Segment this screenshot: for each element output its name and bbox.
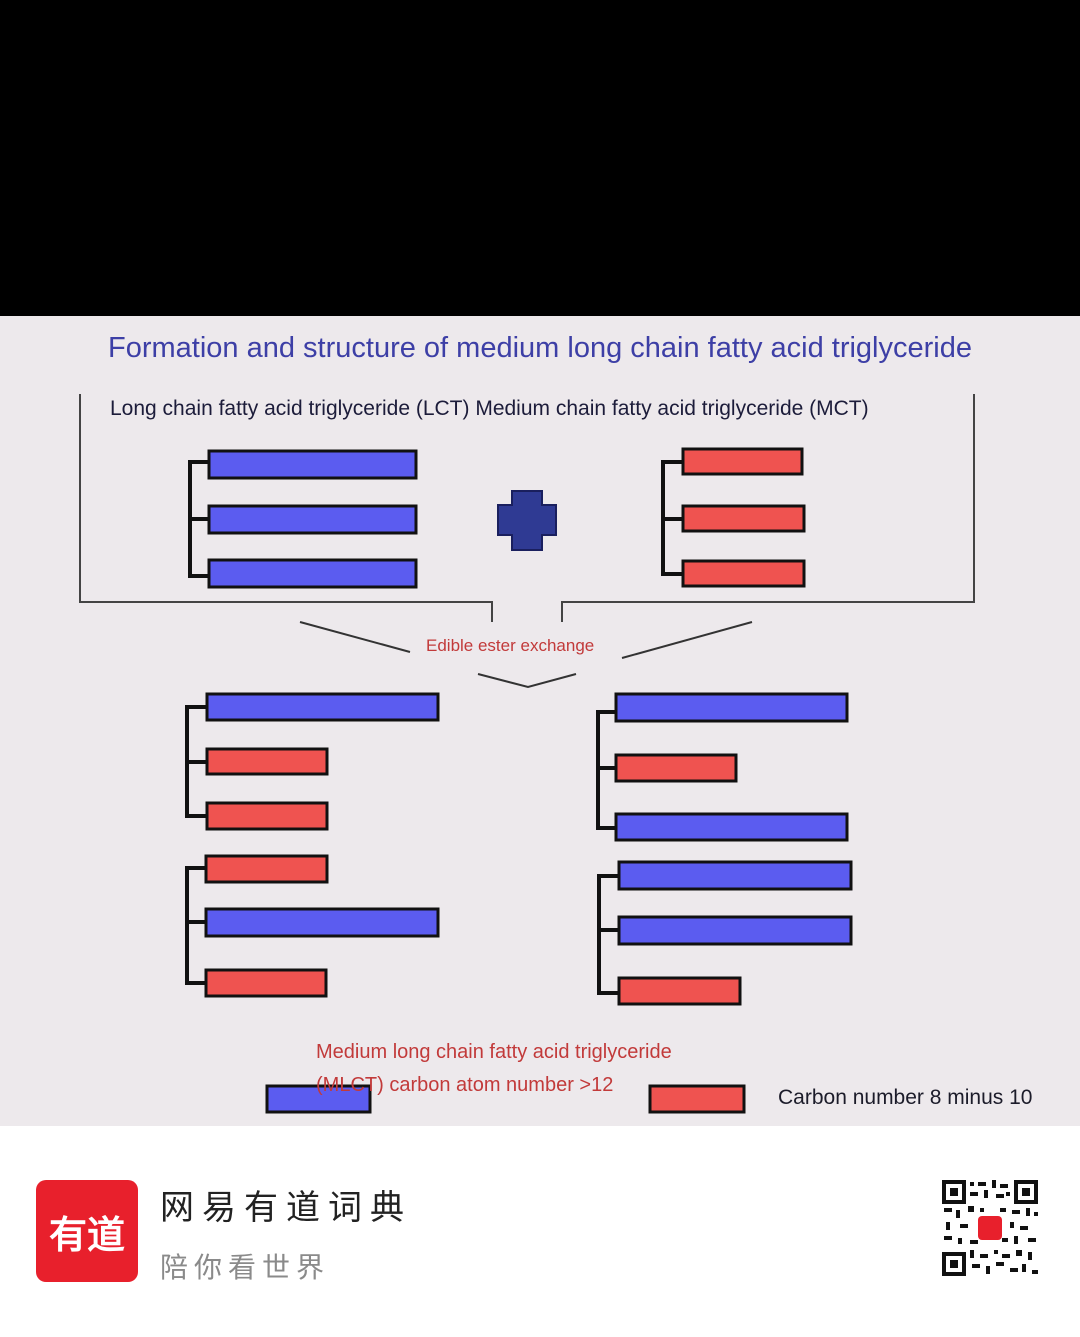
mlct-molecule — [185, 854, 440, 998]
medium-chain-bar — [205, 801, 329, 831]
long-chain-bar — [617, 860, 853, 891]
brand-name: 网易有道词典 — [160, 1188, 412, 1228]
diagram-graphics — [79, 394, 975, 1114]
exchange-arrow — [299, 621, 753, 689]
medium-chain-bar — [614, 753, 738, 783]
legend-medium-chain-label: Carbon number 8 minus 10 — [778, 1086, 1033, 1109]
medium-chain-bar — [681, 504, 806, 533]
mct-molecule — [661, 447, 806, 588]
mlct-molecule — [597, 860, 853, 1006]
long-chain-bar — [205, 692, 440, 722]
logo-text: 有道 — [48, 1212, 125, 1257]
long-chain-bar — [614, 812, 849, 842]
top-bracket-left — [79, 394, 493, 622]
long-chain-bar — [614, 692, 849, 723]
mlct-caption-line1: Medium long chain fatty acid triglycerid… — [316, 1041, 672, 1063]
legend-medium-chain-swatch — [648, 1084, 746, 1114]
mlct-caption-line2: (MLCT) carbon atom number >12 — [316, 1074, 614, 1096]
qr-code-icon — [940, 1178, 1040, 1278]
long-chain-bar — [204, 907, 440, 938]
youdao-logo: 有道 — [36, 1180, 138, 1282]
medium-chain-bar — [204, 968, 328, 998]
lct-molecule — [188, 449, 418, 589]
medium-chain-bar — [681, 447, 804, 476]
medium-chain-bar — [617, 976, 742, 1006]
long-chain-bar — [207, 449, 418, 480]
exchange-label: Edible ester exchange — [426, 636, 595, 655]
top-black-area — [0, 0, 1080, 316]
top-bracket-right — [561, 394, 975, 622]
qr-center-logo — [978, 1216, 1002, 1240]
slide-title: Formation and structure of medium long c… — [108, 332, 972, 364]
slide — [0, 316, 1080, 1126]
brand-slogan: 陪你看世界 — [160, 1251, 331, 1284]
plus-icon — [497, 490, 557, 551]
mlct-molecule — [596, 692, 849, 842]
long-chain-bar — [617, 915, 853, 946]
medium-chain-bar — [204, 854, 329, 884]
long-chain-bar — [207, 558, 418, 589]
lct-mct-caption: Long chain fatty acid triglyceride (LCT)… — [110, 397, 869, 420]
long-chain-bar — [207, 504, 418, 535]
medium-chain-bar — [681, 559, 806, 588]
legend-long-chain-swatch — [265, 1084, 372, 1114]
mlct-molecule — [185, 692, 440, 831]
medium-chain-bar — [205, 747, 329, 776]
